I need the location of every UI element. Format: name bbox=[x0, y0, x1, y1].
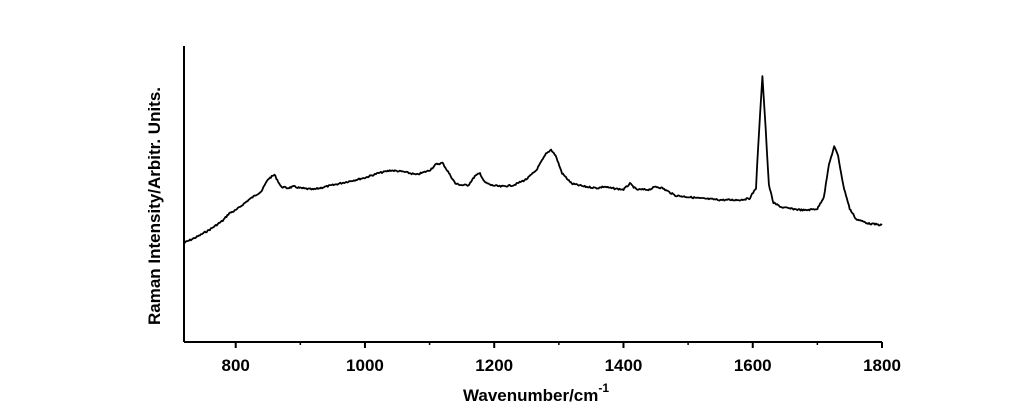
x-tick-label: 1400 bbox=[605, 356, 643, 375]
x-axis-title: Wavenumber/cm-1 bbox=[463, 381, 609, 405]
x-tick-label: 1600 bbox=[734, 356, 772, 375]
chart-axes bbox=[183, 46, 882, 343]
x-tick-label: 1200 bbox=[475, 356, 513, 375]
y-axis-title: Raman Intensity/Arbitr. Units. bbox=[145, 87, 164, 325]
x-axis-ticks: 800 1000 1200 1400 1600 1800 bbox=[222, 342, 901, 375]
x-tick-label: 1000 bbox=[346, 356, 384, 375]
series-group bbox=[183, 75, 883, 244]
x-tick-label: 800 bbox=[222, 356, 250, 375]
x-tick-label: 1800 bbox=[863, 356, 901, 375]
x-axis-title-superscript: -1 bbox=[598, 381, 609, 395]
x-axis-title-text: Wavenumber/cm bbox=[463, 386, 598, 405]
raman-spectrum-line bbox=[183, 75, 883, 244]
